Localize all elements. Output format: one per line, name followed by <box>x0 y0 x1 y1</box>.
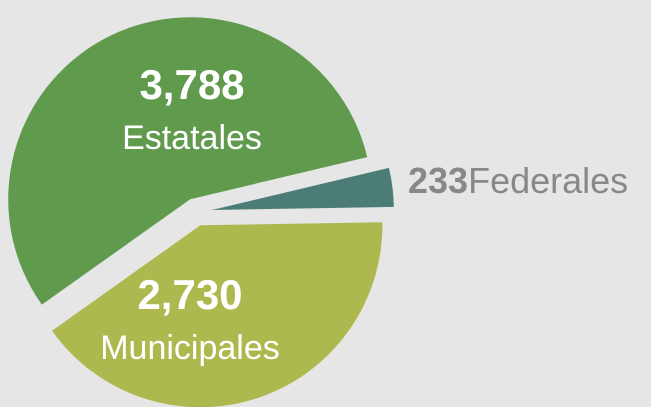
category-label: Federales <box>468 160 628 201</box>
pie-slice <box>211 167 394 210</box>
value-label: 3,788 <box>139 61 244 108</box>
category-label: Municipales <box>100 329 280 367</box>
pie-slice <box>8 17 368 305</box>
value-label: 233 <box>408 160 468 201</box>
slice-label: 233Federales <box>408 160 628 201</box>
category-label: Estatales <box>122 119 262 157</box>
value-label: 2,730 <box>137 271 242 318</box>
pie-slice <box>52 222 383 407</box>
